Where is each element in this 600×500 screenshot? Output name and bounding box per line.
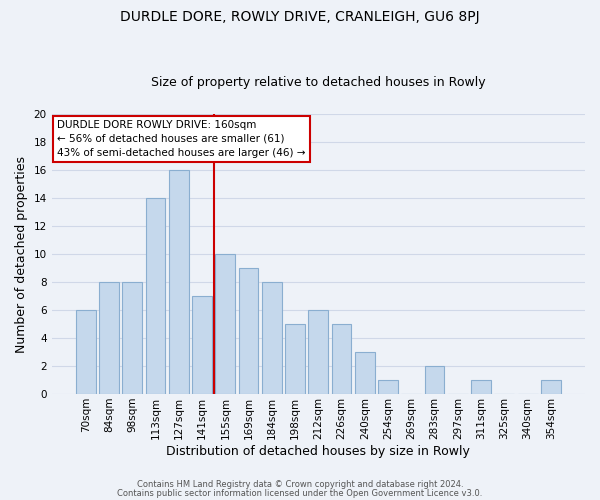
Bar [192,296,212,394]
Bar [308,310,328,394]
Title: Size of property relative to detached houses in Rowly: Size of property relative to detached ho… [151,76,485,90]
Bar [541,380,561,394]
Bar [146,198,166,394]
Text: Contains HM Land Registry data © Crown copyright and database right 2024.: Contains HM Land Registry data © Crown c… [137,480,463,489]
Bar [471,380,491,394]
Bar [122,282,142,394]
Bar [285,324,305,394]
Bar [378,380,398,394]
Bar [332,324,352,394]
Bar [215,254,235,394]
Bar [169,170,188,394]
Bar [425,366,445,394]
Bar [355,352,375,394]
Text: DURDLE DORE ROWLY DRIVE: 160sqm
← 56% of detached houses are smaller (61)
43% of: DURDLE DORE ROWLY DRIVE: 160sqm ← 56% of… [57,120,305,158]
Text: DURDLE DORE, ROWLY DRIVE, CRANLEIGH, GU6 8PJ: DURDLE DORE, ROWLY DRIVE, CRANLEIGH, GU6… [120,10,480,24]
Bar [76,310,95,394]
Bar [262,282,282,394]
Y-axis label: Number of detached properties: Number of detached properties [15,156,28,352]
Text: Contains public sector information licensed under the Open Government Licence v3: Contains public sector information licen… [118,488,482,498]
Bar [239,268,259,394]
X-axis label: Distribution of detached houses by size in Rowly: Distribution of detached houses by size … [166,444,470,458]
Bar [99,282,119,394]
